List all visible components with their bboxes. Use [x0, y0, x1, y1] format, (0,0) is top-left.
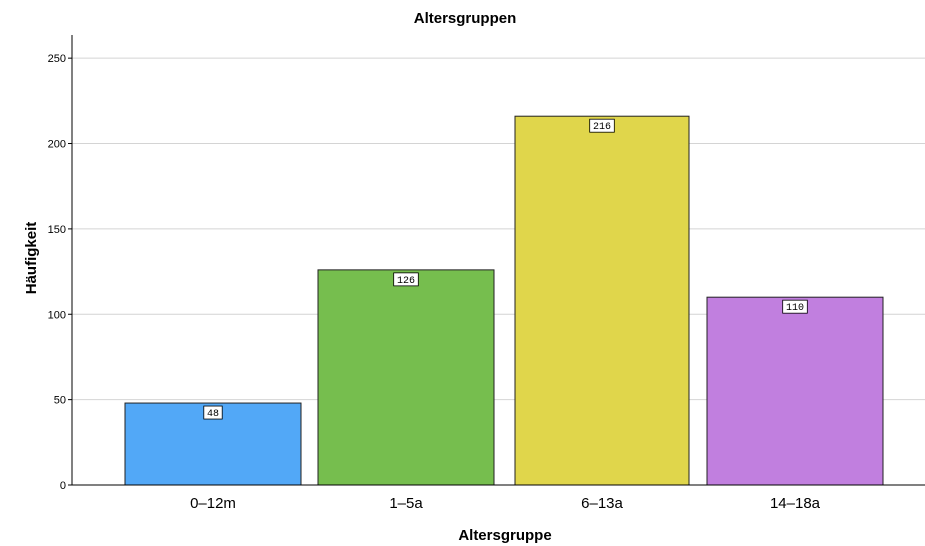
data-label-box: [393, 272, 419, 287]
x-tick-label: 6–13a: [581, 495, 623, 512]
bar-4: [706, 296, 884, 486]
y-tick-label: 250: [48, 53, 66, 65]
data-label: 216: [593, 122, 611, 133]
data-labels: 48 126 216 110: [203, 118, 808, 420]
y-tick-label: 150: [48, 224, 66, 236]
data-label: 126: [397, 276, 415, 287]
x-axis-title: Altersgruppe: [458, 527, 551, 544]
data-label-box: [589, 118, 615, 133]
y-tick-labels: 0 50 100 150 200 250: [48, 53, 72, 492]
bar-2: [317, 269, 495, 486]
bar-3: [514, 115, 690, 486]
x-tick-label: 0–12m: [190, 495, 236, 512]
data-label: 48: [207, 409, 219, 420]
y-axis-title: Häufigkeit: [23, 222, 40, 295]
data-label: 110: [786, 303, 804, 314]
x-tick-label: 14–18a: [770, 495, 821, 512]
data-label-box: [782, 299, 808, 314]
data-label-box: [203, 405, 223, 420]
bars: [124, 115, 884, 486]
y-tick-label: 0: [60, 480, 66, 492]
y-tick-label: 200: [48, 139, 66, 151]
y-tick-label: 100: [48, 309, 66, 321]
x-tick-label: 1–5a: [389, 495, 423, 512]
y-tick-label: 50: [54, 395, 66, 407]
chart-title: Altersgruppen: [414, 10, 517, 27]
x-tick-labels: 0–12m 1–5a 6–13a 14–18a: [190, 495, 821, 512]
axes: [71, 35, 925, 486]
